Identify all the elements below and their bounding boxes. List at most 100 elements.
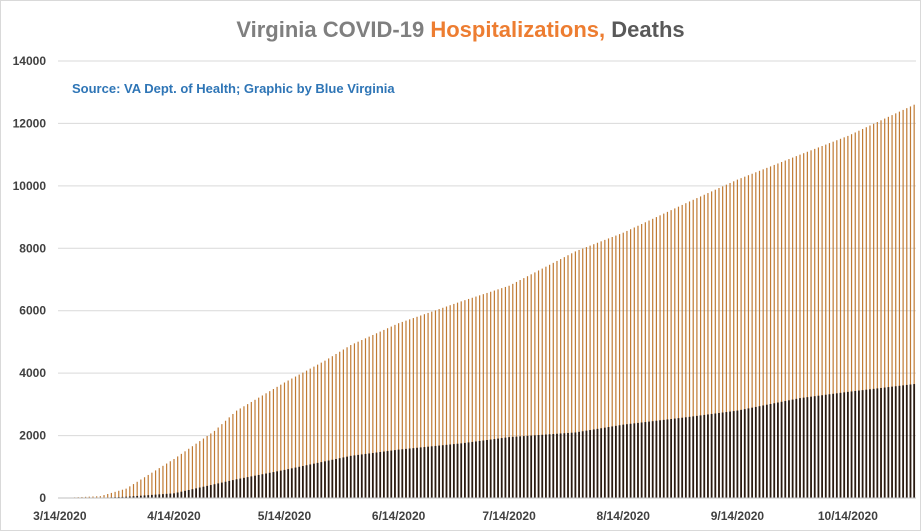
hospitalization-bar: [711, 191, 713, 498]
death-bar: [567, 432, 569, 498]
death-bar: [655, 420, 658, 498]
death-bar: [876, 388, 879, 498]
hospitalization-bar: [265, 393, 267, 498]
hospitalization-bar: [158, 468, 160, 498]
death-bar: [592, 429, 595, 498]
hospitalization-bar: [475, 296, 477, 498]
death-bar: [821, 395, 823, 498]
death-bar: [220, 482, 223, 498]
death-bar: [254, 475, 256, 498]
death-bar: [795, 398, 798, 498]
death-bar: [684, 417, 687, 498]
hospitalization-bar: [526, 276, 529, 498]
hospitalization-bar: [873, 123, 875, 498]
x-tick-label: 5/14/2020: [258, 509, 312, 523]
hospitalization-bar: [313, 366, 315, 498]
hospitalization-bar: [482, 294, 484, 498]
death-bar: [589, 430, 592, 498]
death-bar: [209, 485, 212, 498]
title-part-hospitalizations: Hospitalizations,: [430, 17, 606, 42]
hospitalization-bar: [784, 160, 786, 498]
death-bar: [570, 432, 573, 498]
hospitalization-bar: [309, 368, 311, 498]
death-bar: [452, 444, 455, 498]
hospitalization-bar: [898, 111, 901, 498]
death-bar: [751, 407, 754, 498]
death-bar: [191, 489, 194, 498]
death-bar: [143, 495, 146, 498]
hospitalization-bar: [876, 122, 878, 498]
y-tick-label: 14000: [13, 54, 47, 68]
death-bar: [817, 395, 820, 498]
death-bar: [243, 477, 245, 498]
hospitalization-bar: [398, 323, 400, 498]
y-tick-label: 4000: [19, 366, 46, 380]
death-bar: [508, 437, 510, 498]
death-bar: [342, 457, 345, 498]
death-bar: [232, 480, 234, 498]
death-bar: [637, 422, 639, 498]
death-bar: [614, 425, 617, 498]
death-bar: [633, 423, 636, 498]
death-bar: [869, 389, 871, 498]
hospitalization-bar: [125, 488, 127, 498]
death-bar: [552, 434, 555, 498]
hospitalization-bar: [154, 470, 157, 498]
death-bar: [714, 413, 717, 498]
death-bar: [581, 431, 584, 498]
death-bar: [905, 384, 908, 498]
death-bar: [467, 442, 470, 498]
death-bar: [526, 435, 529, 498]
hospitalization-bar: [641, 224, 643, 498]
hospitalization-bar: [696, 198, 698, 498]
hospitalization-bar: [718, 188, 720, 498]
death-bar: [688, 416, 691, 498]
hospitalization-bar: [247, 404, 249, 498]
hospitalization-bar: [199, 441, 201, 498]
chart-title: Virginia COVID-19 Hospitalizations, Deat…: [0, 17, 921, 43]
hospitalization-bar: [666, 211, 669, 498]
hospitalization-bar: [383, 329, 385, 498]
hospitalization-bar: [143, 477, 146, 498]
death-bar: [276, 471, 278, 498]
death-bar: [478, 440, 481, 498]
hospitalization-bar: [906, 108, 908, 499]
death-bar: [364, 453, 367, 498]
death-bar: [500, 438, 503, 498]
death-bar: [548, 434, 551, 498]
title-part-main: Virginia COVID-19: [236, 17, 431, 42]
death-bar: [423, 447, 426, 498]
hospitalization-bar: [357, 341, 359, 498]
hospitalization-bar: [747, 175, 750, 498]
death-bar: [434, 445, 437, 498]
hospitalization-bar: [191, 446, 194, 498]
death-bar: [806, 397, 809, 498]
hospitalization-bar: [269, 391, 271, 498]
hospitalization-bar: [460, 301, 462, 498]
death-bar: [861, 390, 864, 498]
death-bar: [556, 433, 558, 498]
death-bar: [909, 384, 912, 498]
death-bar: [471, 441, 474, 498]
death-bar: [228, 480, 231, 498]
death-bar: [725, 412, 728, 498]
hospitalization-bar: [913, 104, 915, 498]
hospitalization-bar: [445, 306, 448, 498]
hospitalization-bar: [243, 406, 245, 498]
death-bar: [382, 451, 385, 498]
death-bar: [390, 450, 393, 498]
death-bar: [692, 416, 695, 498]
y-tick-label: 12000: [13, 116, 47, 130]
death-bar: [493, 439, 496, 498]
death-bar: [338, 458, 341, 498]
hospitalization-bar: [361, 340, 363, 498]
hospitalization-bar: [184, 451, 186, 498]
hospitalization-bar: [688, 201, 691, 498]
hospitalization-bar: [88, 496, 90, 498]
death-bar: [357, 454, 360, 498]
death-bar: [158, 494, 161, 498]
death-bar: [294, 467, 297, 498]
hospitalization-bar: [703, 194, 705, 499]
death-bar: [696, 415, 698, 498]
hospitalization-bar: [549, 264, 551, 498]
